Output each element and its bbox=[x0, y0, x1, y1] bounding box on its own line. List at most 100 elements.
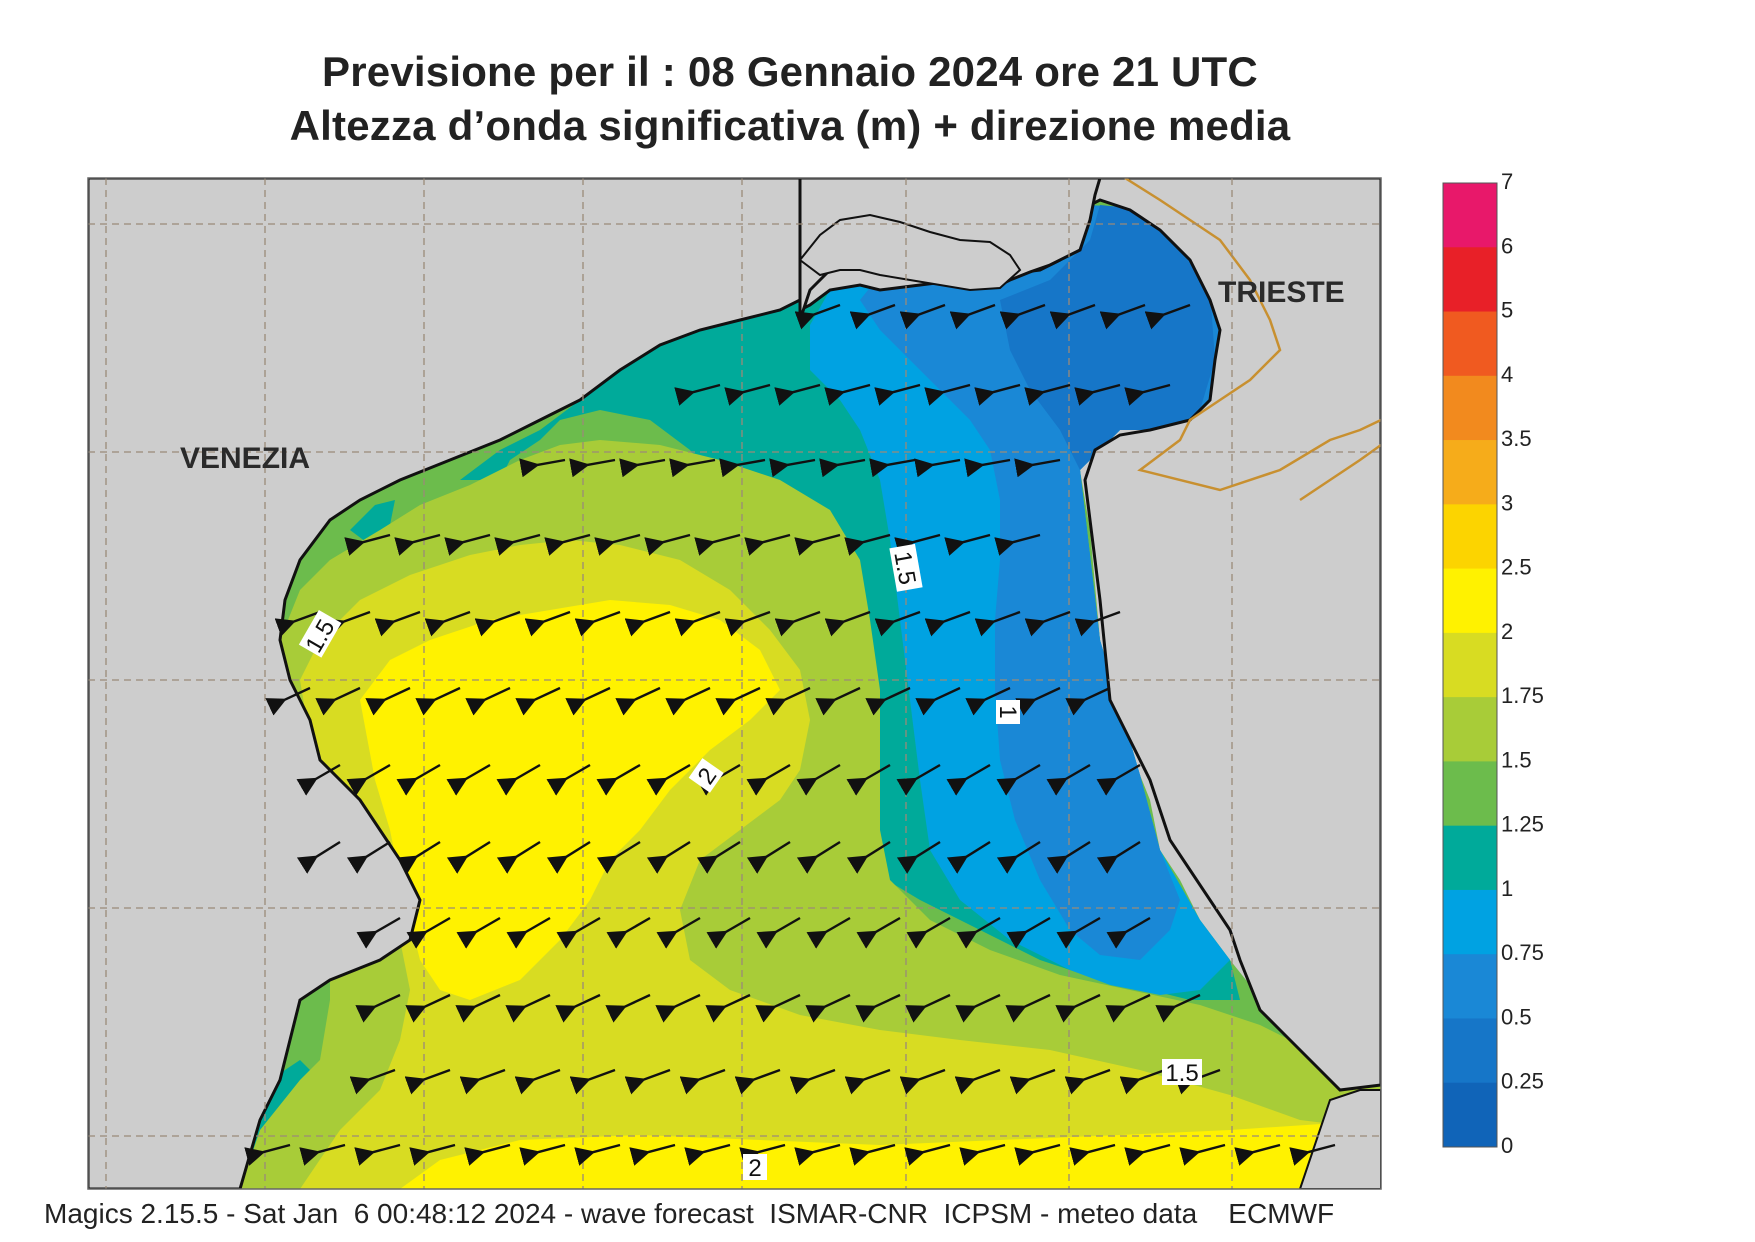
colorbar-label: 0.25 bbox=[1501, 1069, 1544, 1094]
colorbar-label: 0.5 bbox=[1501, 1004, 1532, 1029]
direction-arrow bbox=[574, 610, 621, 637]
colorbar-swatch bbox=[1443, 568, 1497, 634]
direction-arrow bbox=[1056, 916, 1101, 949]
direction-arrow bbox=[406, 916, 451, 949]
direction-arrow bbox=[874, 383, 921, 406]
direction-arrow bbox=[999, 303, 1046, 330]
direction-arrow bbox=[946, 840, 991, 874]
land-istria-south bbox=[1298, 1089, 1381, 1189]
direction-arrow bbox=[924, 610, 971, 637]
contour-label: 1 bbox=[994, 705, 1021, 718]
direction-arrow bbox=[744, 533, 791, 556]
direction-arrow bbox=[1124, 1143, 1171, 1166]
colorbar-swatch bbox=[1443, 697, 1497, 762]
colorbar-swatch bbox=[1443, 375, 1497, 441]
direction-arrow bbox=[815, 686, 861, 716]
direction-arrow bbox=[789, 1068, 836, 1095]
direction-arrow bbox=[515, 686, 561, 716]
direction-arrow bbox=[569, 1068, 616, 1095]
direction-arrow bbox=[615, 686, 661, 716]
direction-arrow bbox=[1015, 686, 1061, 716]
direction-arrow bbox=[1014, 1143, 1061, 1166]
direction-arrow bbox=[514, 1068, 561, 1095]
direction-arrow bbox=[565, 686, 611, 716]
direction-arrow bbox=[796, 763, 841, 796]
direction-arrow bbox=[596, 763, 641, 796]
direction-arrow bbox=[1074, 610, 1121, 637]
colorbar-label: 1.5 bbox=[1501, 747, 1532, 772]
direction-arrow bbox=[849, 303, 896, 330]
direction-arrow bbox=[865, 686, 911, 716]
direction-arrow bbox=[569, 458, 616, 478]
land-west-venetian-coast bbox=[88, 178, 802, 1189]
direction-arrow bbox=[1179, 1143, 1226, 1166]
direction-arrow bbox=[1155, 993, 1201, 1023]
direction-arrow bbox=[605, 993, 651, 1023]
colorbar-label: 3 bbox=[1501, 490, 1513, 515]
direction-arrow bbox=[644, 533, 691, 556]
colorbar-swatch bbox=[1443, 247, 1497, 313]
direction-arrow bbox=[819, 458, 866, 478]
colorbar-swatch bbox=[1443, 311, 1497, 377]
direction-arrow bbox=[244, 1143, 291, 1166]
colorbar-label: 4 bbox=[1501, 362, 1513, 387]
colorbar-swatch bbox=[1443, 761, 1497, 827]
direction-arrow bbox=[996, 840, 1041, 874]
colorbar-label: 1.25 bbox=[1501, 812, 1544, 837]
direction-arrow bbox=[1049, 303, 1096, 330]
direction-arrow bbox=[315, 686, 361, 716]
land-grado-lagoon bbox=[798, 213, 1022, 292]
direction-arrow bbox=[594, 533, 641, 556]
direction-arrow bbox=[365, 686, 411, 716]
direction-arrow bbox=[1289, 1143, 1336, 1166]
colorbar-frame bbox=[1442, 182, 1498, 1148]
colorbar-label: 0 bbox=[1501, 1133, 1513, 1158]
direction-arrow bbox=[946, 763, 991, 796]
direction-arrow bbox=[496, 763, 541, 796]
direction-arrow bbox=[1106, 916, 1151, 949]
direction-arrow bbox=[706, 916, 751, 949]
direction-arrow bbox=[796, 840, 841, 874]
direction-arrow bbox=[824, 383, 871, 406]
direction-arrow bbox=[456, 916, 501, 949]
direction-arrow bbox=[696, 840, 741, 874]
direction-arrow bbox=[505, 993, 551, 1023]
direction-arrow bbox=[915, 686, 961, 716]
direction-arrow bbox=[1065, 686, 1111, 716]
colorbar-swatch bbox=[1443, 889, 1497, 955]
direction-arrow bbox=[1024, 610, 1071, 637]
sea-band-2-2.5-south bbox=[400, 1120, 1381, 1189]
direction-arrow bbox=[494, 533, 541, 556]
direction-arrow bbox=[769, 458, 816, 478]
direction-arrow bbox=[464, 1143, 511, 1166]
colorbar: 7 6 5 4 3.5 3 2.5 2 1.75 1.5 1.25 1 0.75 0.5 0.25 0 bbox=[1442, 169, 1544, 1158]
direction-arrow bbox=[874, 610, 921, 637]
direction-arrow bbox=[1105, 993, 1151, 1023]
direction-arrow bbox=[619, 458, 666, 478]
direction-arrow bbox=[346, 840, 391, 874]
direction-arrow bbox=[949, 303, 996, 330]
direction-arrow bbox=[404, 1068, 451, 1095]
direction-arrow bbox=[474, 610, 521, 637]
direction-arrow bbox=[1096, 763, 1141, 796]
direction-arrow bbox=[1096, 840, 1141, 874]
direction-arrow bbox=[1009, 1068, 1056, 1095]
direction-arrow bbox=[806, 916, 851, 949]
direction-arrow bbox=[519, 1143, 566, 1166]
direction-arrow bbox=[674, 610, 721, 637]
direction-arrow bbox=[1006, 916, 1051, 949]
direction-arrow bbox=[739, 1143, 786, 1166]
direction-arrow bbox=[974, 383, 1021, 406]
direction-arrow bbox=[856, 916, 901, 949]
direction-arrow bbox=[344, 533, 391, 556]
direction-arrow bbox=[896, 840, 941, 874]
direction-arrow bbox=[444, 533, 491, 556]
sea-band-0.25-0.5 bbox=[1000, 205, 1215, 470]
direction-arrow bbox=[296, 840, 341, 874]
direction-arrow bbox=[964, 458, 1011, 478]
border-line bbox=[1124, 178, 1381, 492]
direction-arrow bbox=[715, 686, 761, 716]
direction-arrow bbox=[655, 993, 701, 1023]
direction-arrow bbox=[905, 993, 951, 1023]
